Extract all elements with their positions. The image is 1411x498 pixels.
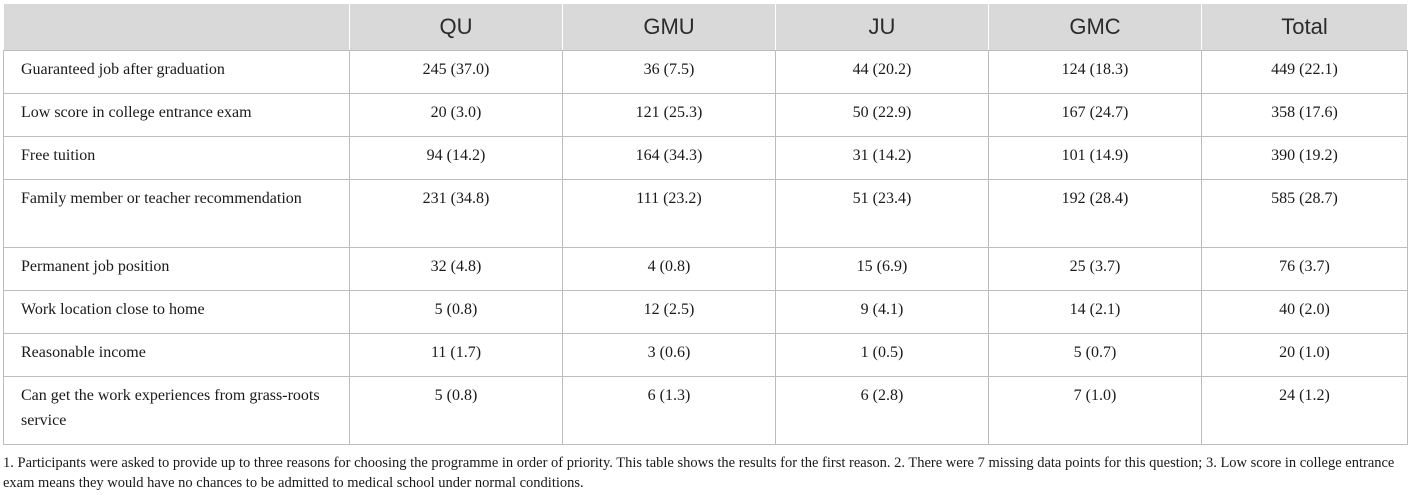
table-cell: 20 (1.0) <box>1201 333 1408 377</box>
row-label: Permanent job position <box>3 247 350 291</box>
header-cell-gmc: GMC <box>988 3 1202 51</box>
table-cell: 358 (17.6) <box>1201 93 1408 137</box>
table-cell: 25 (3.7) <box>988 247 1202 291</box>
row-label: Guaranteed job after graduation <box>3 50 350 94</box>
table-cell: 44 (20.2) <box>775 50 989 94</box>
header-cell-qu: QU <box>349 3 563 51</box>
table-cell: 111 (23.2) <box>562 179 776 248</box>
table-cell: 40 (2.0) <box>1201 290 1408 334</box>
table-cell: 6 (1.3) <box>562 376 776 445</box>
table-cell: 36 (7.5) <box>562 50 776 94</box>
table-cell: 101 (14.9) <box>988 136 1202 180</box>
table-row: Reasonable income 11 (1.7) 3 (0.6) 1 (0.… <box>3 333 1408 377</box>
table-cell: 3 (0.6) <box>562 333 776 377</box>
table-cell: 245 (37.0) <box>349 50 563 94</box>
table-cell: 24 (1.2) <box>1201 376 1408 445</box>
table-cell: 94 (14.2) <box>349 136 563 180</box>
table-footnote: 1. Participants were asked to provide up… <box>3 455 1395 491</box>
reasons-table: QU GMU JU GMC Total Guaranteed job after… <box>3 3 1408 445</box>
table-cell: 124 (18.3) <box>988 50 1202 94</box>
table-cell: 14 (2.1) <box>988 290 1202 334</box>
table-cell: 50 (22.9) <box>775 93 989 137</box>
table-cell: 15 (6.9) <box>775 247 989 291</box>
table-cell: 32 (4.8) <box>349 247 563 291</box>
table-cell: 51 (23.4) <box>775 179 989 248</box>
table-cell: 5 (0.8) <box>349 290 563 334</box>
table-container: QU GMU JU GMC Total Guaranteed job after… <box>3 3 1408 493</box>
table-cell: 5 (0.8) <box>349 376 563 445</box>
table-row: Permanent job position 32 (4.8) 4 (0.8) … <box>3 247 1408 291</box>
row-label: Family member or teacher recommendation <box>3 179 350 248</box>
table-cell: 390 (19.2) <box>1201 136 1408 180</box>
table-row: Family member or teacher recommendation … <box>3 179 1408 248</box>
table-cell: 20 (3.0) <box>349 93 563 137</box>
row-label: Can get the work experiences from grass-… <box>3 376 350 445</box>
table-cell: 6 (2.8) <box>775 376 989 445</box>
row-label: Free tuition <box>3 136 350 180</box>
table-row: Can get the work experiences from grass-… <box>3 376 1408 445</box>
table-row: Guaranteed job after graduation 245 (37.… <box>3 50 1408 94</box>
row-label: Work location close to home <box>3 290 350 334</box>
table-cell: 121 (25.3) <box>562 93 776 137</box>
table-row: Work location close to home 5 (0.8) 12 (… <box>3 290 1408 334</box>
header-row: QU GMU JU GMC Total <box>3 3 1408 51</box>
table-cell: 4 (0.8) <box>562 247 776 291</box>
table-cell: 9 (4.1) <box>775 290 989 334</box>
table-cell: 231 (34.8) <box>349 179 563 248</box>
row-label: Low score in college entrance exam <box>3 93 350 137</box>
table-cell: 31 (14.2) <box>775 136 989 180</box>
table-cell: 164 (34.3) <box>562 136 776 180</box>
table-cell: 5 (0.7) <box>988 333 1202 377</box>
table-row: Free tuition 94 (14.2) 164 (34.3) 31 (14… <box>3 136 1408 180</box>
header-cell-blank <box>3 3 350 51</box>
table-cell: 167 (24.7) <box>988 93 1202 137</box>
header-cell-total: Total <box>1201 3 1408 51</box>
table-cell: 192 (28.4) <box>988 179 1202 248</box>
row-label: Reasonable income <box>3 333 350 377</box>
table-cell: 7 (1.0) <box>988 376 1202 445</box>
header-cell-gmu: GMU <box>562 3 776 51</box>
table-cell: 1 (0.5) <box>775 333 989 377</box>
table-cell: 449 (22.1) <box>1201 50 1408 94</box>
header-cell-ju: JU <box>775 3 989 51</box>
table-cell: 585 (28.7) <box>1201 179 1408 248</box>
table-cell: 76 (3.7) <box>1201 247 1408 291</box>
table-cell: 12 (2.5) <box>562 290 776 334</box>
table-row: Low score in college entrance exam 20 (3… <box>3 93 1408 137</box>
table-cell: 11 (1.7) <box>349 333 563 377</box>
